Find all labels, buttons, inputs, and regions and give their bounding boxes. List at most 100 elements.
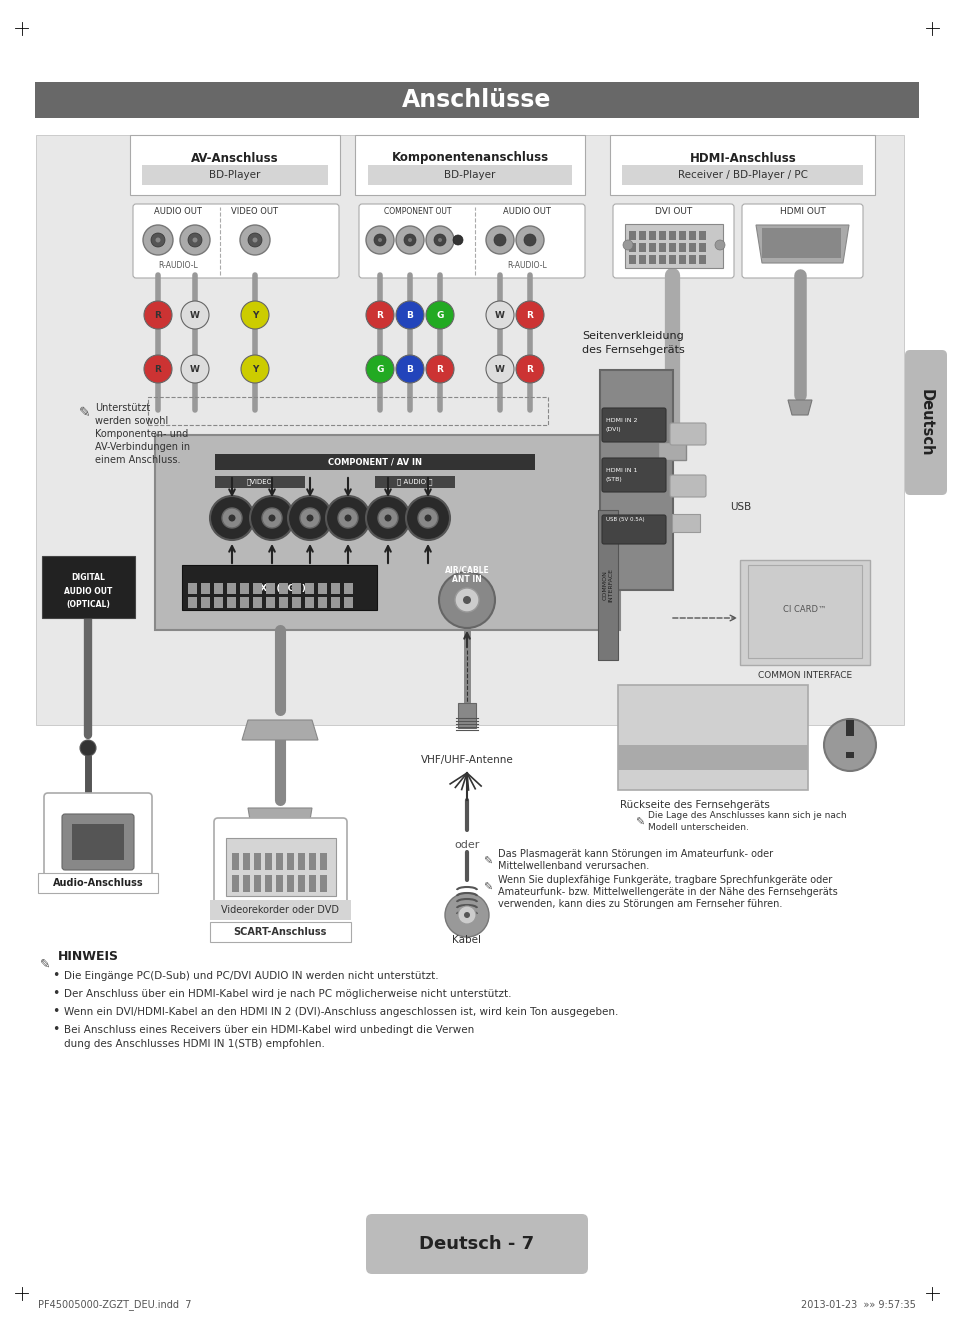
Bar	[201, 597, 210, 608]
Text: einem Anschluss.: einem Anschluss.	[95, 454, 180, 465]
Bar	[35, 82, 918, 118]
Text: HDMI IN 1: HDMI IN 1	[605, 468, 637, 473]
Bar	[761, 229, 841, 258]
Bar	[679, 243, 685, 252]
Text: (OPTICAL): (OPTICAL)	[66, 600, 110, 609]
Bar	[668, 255, 676, 264]
Bar	[628, 243, 636, 252]
Circle shape	[210, 495, 253, 540]
Bar	[80, 803, 96, 815]
Bar	[292, 597, 301, 608]
Circle shape	[403, 234, 416, 246]
Text: B: B	[406, 310, 413, 320]
FancyBboxPatch shape	[669, 476, 705, 497]
Bar	[659, 255, 665, 264]
Bar	[668, 231, 676, 240]
Text: oder: oder	[454, 840, 479, 849]
Circle shape	[248, 232, 262, 247]
Bar	[265, 875, 272, 892]
Bar	[265, 853, 272, 871]
Bar	[648, 243, 656, 252]
Text: AIR/CABLE: AIR/CABLE	[444, 565, 489, 575]
Text: W: W	[190, 310, 200, 320]
Text: Receiver / BD-Player / PC: Receiver / BD-Player / PC	[678, 170, 807, 180]
Circle shape	[241, 355, 269, 383]
Bar	[319, 875, 327, 892]
Text: ⓥVIDEO: ⓥVIDEO	[247, 478, 273, 485]
Circle shape	[395, 301, 423, 329]
FancyBboxPatch shape	[358, 203, 584, 277]
Text: BD-Player: BD-Player	[444, 170, 496, 180]
Bar	[253, 597, 262, 608]
Text: OPTICAL: OPTICAL	[68, 820, 128, 834]
Bar	[317, 583, 327, 594]
Bar	[368, 165, 572, 185]
Bar	[621, 165, 862, 185]
Bar	[130, 135, 339, 196]
FancyBboxPatch shape	[132, 203, 338, 277]
Text: R: R	[154, 310, 161, 320]
Circle shape	[143, 225, 172, 255]
Bar	[344, 583, 353, 594]
Text: Y: Y	[252, 310, 258, 320]
Text: Die Eingänge PC(D-Sub) und PC/DVI AUDIO IN werden nicht unterstützt.: Die Eingänge PC(D-Sub) und PC/DVI AUDIO …	[64, 971, 438, 982]
Text: ✎: ✎	[79, 406, 91, 420]
Bar	[232, 853, 239, 871]
Circle shape	[229, 514, 235, 522]
Bar	[188, 583, 196, 594]
Text: Audio-Anschluss: Audio-Anschluss	[52, 878, 143, 888]
Text: Bei Anschluss eines Receivers über ein HDMI-Kabel wird unbedingt die Verwen: Bei Anschluss eines Receivers über ein H…	[64, 1025, 474, 1034]
Bar	[227, 583, 235, 594]
Circle shape	[253, 238, 257, 243]
Bar	[317, 597, 327, 608]
Bar	[210, 922, 351, 942]
Bar	[618, 745, 807, 770]
Text: (STB): (STB)	[605, 477, 622, 482]
Bar	[214, 454, 535, 470]
Circle shape	[241, 301, 269, 329]
Circle shape	[494, 234, 505, 246]
Bar	[845, 720, 853, 736]
Bar	[36, 135, 903, 725]
Bar	[628, 255, 636, 264]
Text: R: R	[526, 365, 533, 374]
FancyBboxPatch shape	[62, 814, 133, 871]
Bar	[243, 853, 250, 871]
Text: HDMI-Anschluss: HDMI-Anschluss	[689, 152, 796, 165]
Bar	[747, 565, 862, 658]
Circle shape	[463, 911, 470, 918]
Bar	[297, 875, 305, 892]
Bar	[639, 243, 645, 252]
Circle shape	[395, 355, 423, 383]
Bar	[226, 838, 335, 896]
Polygon shape	[248, 808, 312, 849]
Polygon shape	[755, 225, 848, 263]
Bar	[639, 255, 645, 264]
Bar	[188, 597, 196, 608]
Text: R: R	[154, 365, 161, 374]
Circle shape	[377, 509, 397, 528]
Bar	[213, 583, 223, 594]
Bar	[679, 231, 685, 240]
FancyBboxPatch shape	[366, 1214, 587, 1273]
Circle shape	[622, 240, 633, 250]
Circle shape	[424, 514, 431, 522]
Text: G: G	[375, 365, 383, 374]
Bar	[699, 243, 705, 252]
Bar	[658, 443, 685, 460]
Bar	[240, 597, 249, 608]
Bar	[253, 853, 261, 871]
Text: Wenn Sie duplexfähige Funkgeräte, tragbare Sprechfunkgeräte oder: Wenn Sie duplexfähige Funkgeräte, tragba…	[497, 875, 831, 885]
Text: des Fernsehgeräts: des Fernsehgeräts	[581, 345, 684, 355]
Bar	[618, 686, 807, 790]
Circle shape	[306, 514, 314, 522]
Bar	[457, 703, 476, 728]
Circle shape	[222, 509, 242, 528]
Circle shape	[144, 355, 172, 383]
Text: werden sowohl: werden sowohl	[95, 416, 168, 425]
Circle shape	[151, 232, 165, 247]
FancyBboxPatch shape	[601, 458, 665, 491]
Text: BD-Player: BD-Player	[209, 170, 260, 180]
Text: W: W	[190, 365, 200, 374]
Text: Komponentenanschluss: Komponentenanschluss	[391, 152, 548, 165]
